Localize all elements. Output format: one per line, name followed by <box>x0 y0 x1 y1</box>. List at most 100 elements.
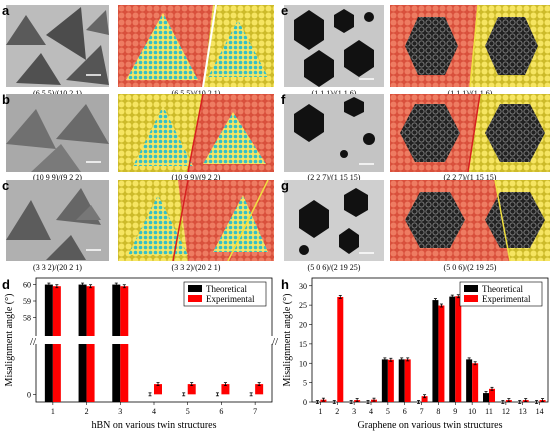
sem-image-e <box>284 5 384 87</box>
bar-experimental-8 <box>438 305 445 402</box>
bar-theoretical-10 <box>466 359 473 402</box>
y-axis-label: Misalignment angle (°) <box>4 294 15 387</box>
caption-a-right: (6 5 5)/(10 2 1) <box>171 89 221 98</box>
atom-model-b-art <box>118 94 274 172</box>
x-tick-label-1: 1 <box>318 407 322 416</box>
atom-model-e <box>390 5 550 87</box>
y-tick-label-25: 25 <box>299 301 307 310</box>
x-tick-label-6: 6 <box>219 407 223 416</box>
bar-theoretical-9 <box>449 296 456 402</box>
y-tick-label-20: 20 <box>299 321 307 330</box>
atom-model-a <box>118 5 274 87</box>
caption-c-right: (3 3 2)/(20 2 1) <box>171 263 221 272</box>
caption-f-right: (2 2 7)/(1 15 15) <box>443 173 497 182</box>
x-tick-label-5: 5 <box>186 407 190 416</box>
atom-model-g <box>390 180 550 261</box>
atom-model-a-art <box>118 5 274 87</box>
x-tick-label-9: 9 <box>453 407 457 416</box>
bar-experimental-9 <box>455 296 462 402</box>
panel-label-b: b <box>2 92 10 107</box>
panel-label-d: d <box>2 277 10 292</box>
bar-experimental-3 <box>120 286 129 402</box>
legend-swatch-1 <box>188 285 202 292</box>
x-tick-label-11: 11 <box>485 407 493 416</box>
atom-model-c <box>118 180 274 261</box>
bar-experimental-10 <box>472 363 479 402</box>
atom-model-f <box>390 94 550 172</box>
x-tick-label-5: 5 <box>386 407 390 416</box>
sem-image-e-art <box>284 5 384 87</box>
legend-label-2: Experimental <box>206 294 255 304</box>
x-axis-label: hBN on various twin structures <box>92 420 217 431</box>
x-axis-label: Graphene on various twin structures <box>358 420 503 431</box>
atom-model-g-art <box>390 180 550 261</box>
x-tick-label-2: 2 <box>85 407 89 416</box>
legend-label-2: Experimental <box>482 294 531 304</box>
panel-label-e: e <box>281 3 289 18</box>
legend-swatch-2 <box>464 295 478 302</box>
y-tick-label-0: 0 <box>27 390 31 399</box>
caption-a-left: (6 5 5)/(10 2 1) <box>33 89 82 98</box>
caption-e-left: (1 1 1)/(1 1 6) <box>311 89 357 98</box>
axis-break-mark-left: // <box>30 336 37 348</box>
bar-theoretical-5 <box>381 359 388 402</box>
bar-experimental-2 <box>337 296 344 402</box>
panel-label-c: c <box>2 178 10 193</box>
panel-label-f: f <box>281 92 286 107</box>
caption-g-right: (5 0 6)/(2 19 25) <box>443 263 497 272</box>
y-tick-label-60: 60 <box>23 281 31 290</box>
sem-image-a <box>6 5 109 87</box>
x-tick-label-7: 7 <box>253 407 257 416</box>
sem-image-f-art <box>284 94 384 172</box>
y-tick-label-15: 15 <box>299 340 307 349</box>
x-tick-label-2: 2 <box>335 407 339 416</box>
x-tick-label-8: 8 <box>436 407 440 416</box>
sem-image-g-art <box>284 180 384 261</box>
bar-experimental-4 <box>154 384 162 395</box>
x-tick-label-3: 3 <box>118 407 122 416</box>
x-tick-label-14: 14 <box>536 407 544 416</box>
atom-model-b <box>118 94 274 172</box>
sem-image-c-art <box>6 180 109 261</box>
sem-image-c <box>6 180 109 261</box>
panel-label-a: a <box>2 3 10 18</box>
bar-experimental-7 <box>255 384 264 395</box>
bar-theoretical-11 <box>483 393 489 402</box>
legend-label-1: Theoretical <box>206 284 247 294</box>
y-tick-label-10: 10 <box>299 359 307 368</box>
legend-label-1: Theoretical <box>482 284 523 294</box>
axis-break-gap <box>30 336 278 344</box>
y-tick-label-5: 5 <box>303 379 307 388</box>
caption-b-right: (10 9 9)/(9 2 2) <box>171 173 221 182</box>
caption-f-left: (2 2 7)/(1 15 15) <box>307 173 361 182</box>
sem-image-a-art <box>6 5 109 87</box>
sem-image-g <box>284 180 384 261</box>
atom-model-e-art <box>390 5 550 87</box>
panel-label-h: h <box>281 277 289 292</box>
x-tick-label-13: 13 <box>519 407 527 416</box>
sem-image-b-art <box>6 94 109 172</box>
x-tick-label-4: 4 <box>369 407 373 416</box>
caption-b-left: (10 9 9)/(9 2 2) <box>33 173 82 182</box>
caption-g-left: (5 0 6)/(2 19 25) <box>307 263 361 272</box>
x-tick-label-4: 4 <box>152 407 156 416</box>
chart-d: 1 2 3 4 5 6 7 // // 58 59 60 0 hBN on various twin st… <box>4 277 278 431</box>
y-tick-label-0: 0 <box>303 398 307 407</box>
y-tick-label-58: 58 <box>23 313 31 322</box>
y-axis-label: Misalignment angle (°) <box>282 294 293 387</box>
sem-image-f <box>284 94 384 172</box>
atom-model-f-art <box>390 94 550 172</box>
plot-frame <box>311 277 549 403</box>
x-tick-label-1: 1 <box>51 407 55 416</box>
axis-break-mark-right: // <box>272 336 278 348</box>
panel-label-g: g <box>281 178 289 193</box>
bar-experimental-7 <box>421 396 428 402</box>
atom-model-c-art <box>118 180 274 261</box>
bar-experimental-6 <box>404 359 411 402</box>
bar-experimental-2 <box>86 286 95 402</box>
legend-swatch-2 <box>188 295 202 302</box>
legend-swatch-1 <box>464 285 478 292</box>
caption-e-right: (1 1 1)/(1 1 6) <box>447 89 493 98</box>
bar-experimental-6 <box>221 384 230 395</box>
